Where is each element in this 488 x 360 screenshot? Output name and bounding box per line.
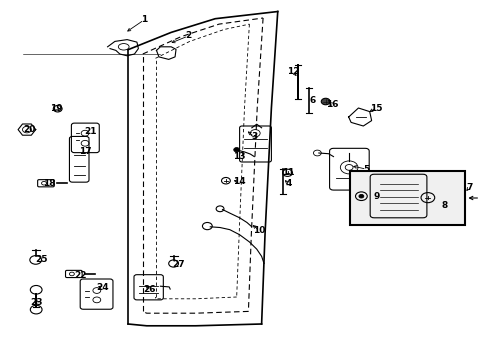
Text: 4: 4 (285, 179, 291, 188)
Text: 17: 17 (79, 147, 92, 156)
Text: 23: 23 (30, 298, 43, 307)
Text: 7: 7 (465, 183, 472, 192)
Circle shape (233, 148, 239, 152)
Text: 18: 18 (42, 179, 55, 188)
Text: 24: 24 (96, 284, 109, 292)
Text: 22: 22 (74, 271, 87, 280)
Text: 8: 8 (441, 201, 447, 210)
Text: 12: 12 (286, 68, 299, 77)
Text: 20: 20 (23, 125, 36, 134)
Text: 11: 11 (282, 168, 294, 177)
Text: 9: 9 (372, 192, 379, 201)
Text: 5: 5 (363, 165, 369, 174)
Circle shape (321, 98, 329, 105)
Bar (349, 171, 464, 225)
Text: 27: 27 (172, 260, 184, 269)
Text: 10: 10 (252, 226, 265, 235)
Text: 6: 6 (309, 96, 315, 105)
Text: 21: 21 (84, 127, 97, 136)
Text: 2: 2 (185, 31, 191, 40)
Text: 25: 25 (35, 255, 48, 264)
Text: 26: 26 (142, 285, 155, 294)
Text: 13: 13 (233, 152, 245, 161)
Text: 16: 16 (325, 100, 338, 109)
Text: 14: 14 (233, 177, 245, 186)
Circle shape (358, 194, 363, 198)
Text: 19: 19 (50, 104, 62, 112)
Text: 1: 1 (141, 15, 147, 24)
Text: 15: 15 (369, 104, 382, 112)
Text: 3: 3 (251, 132, 257, 141)
